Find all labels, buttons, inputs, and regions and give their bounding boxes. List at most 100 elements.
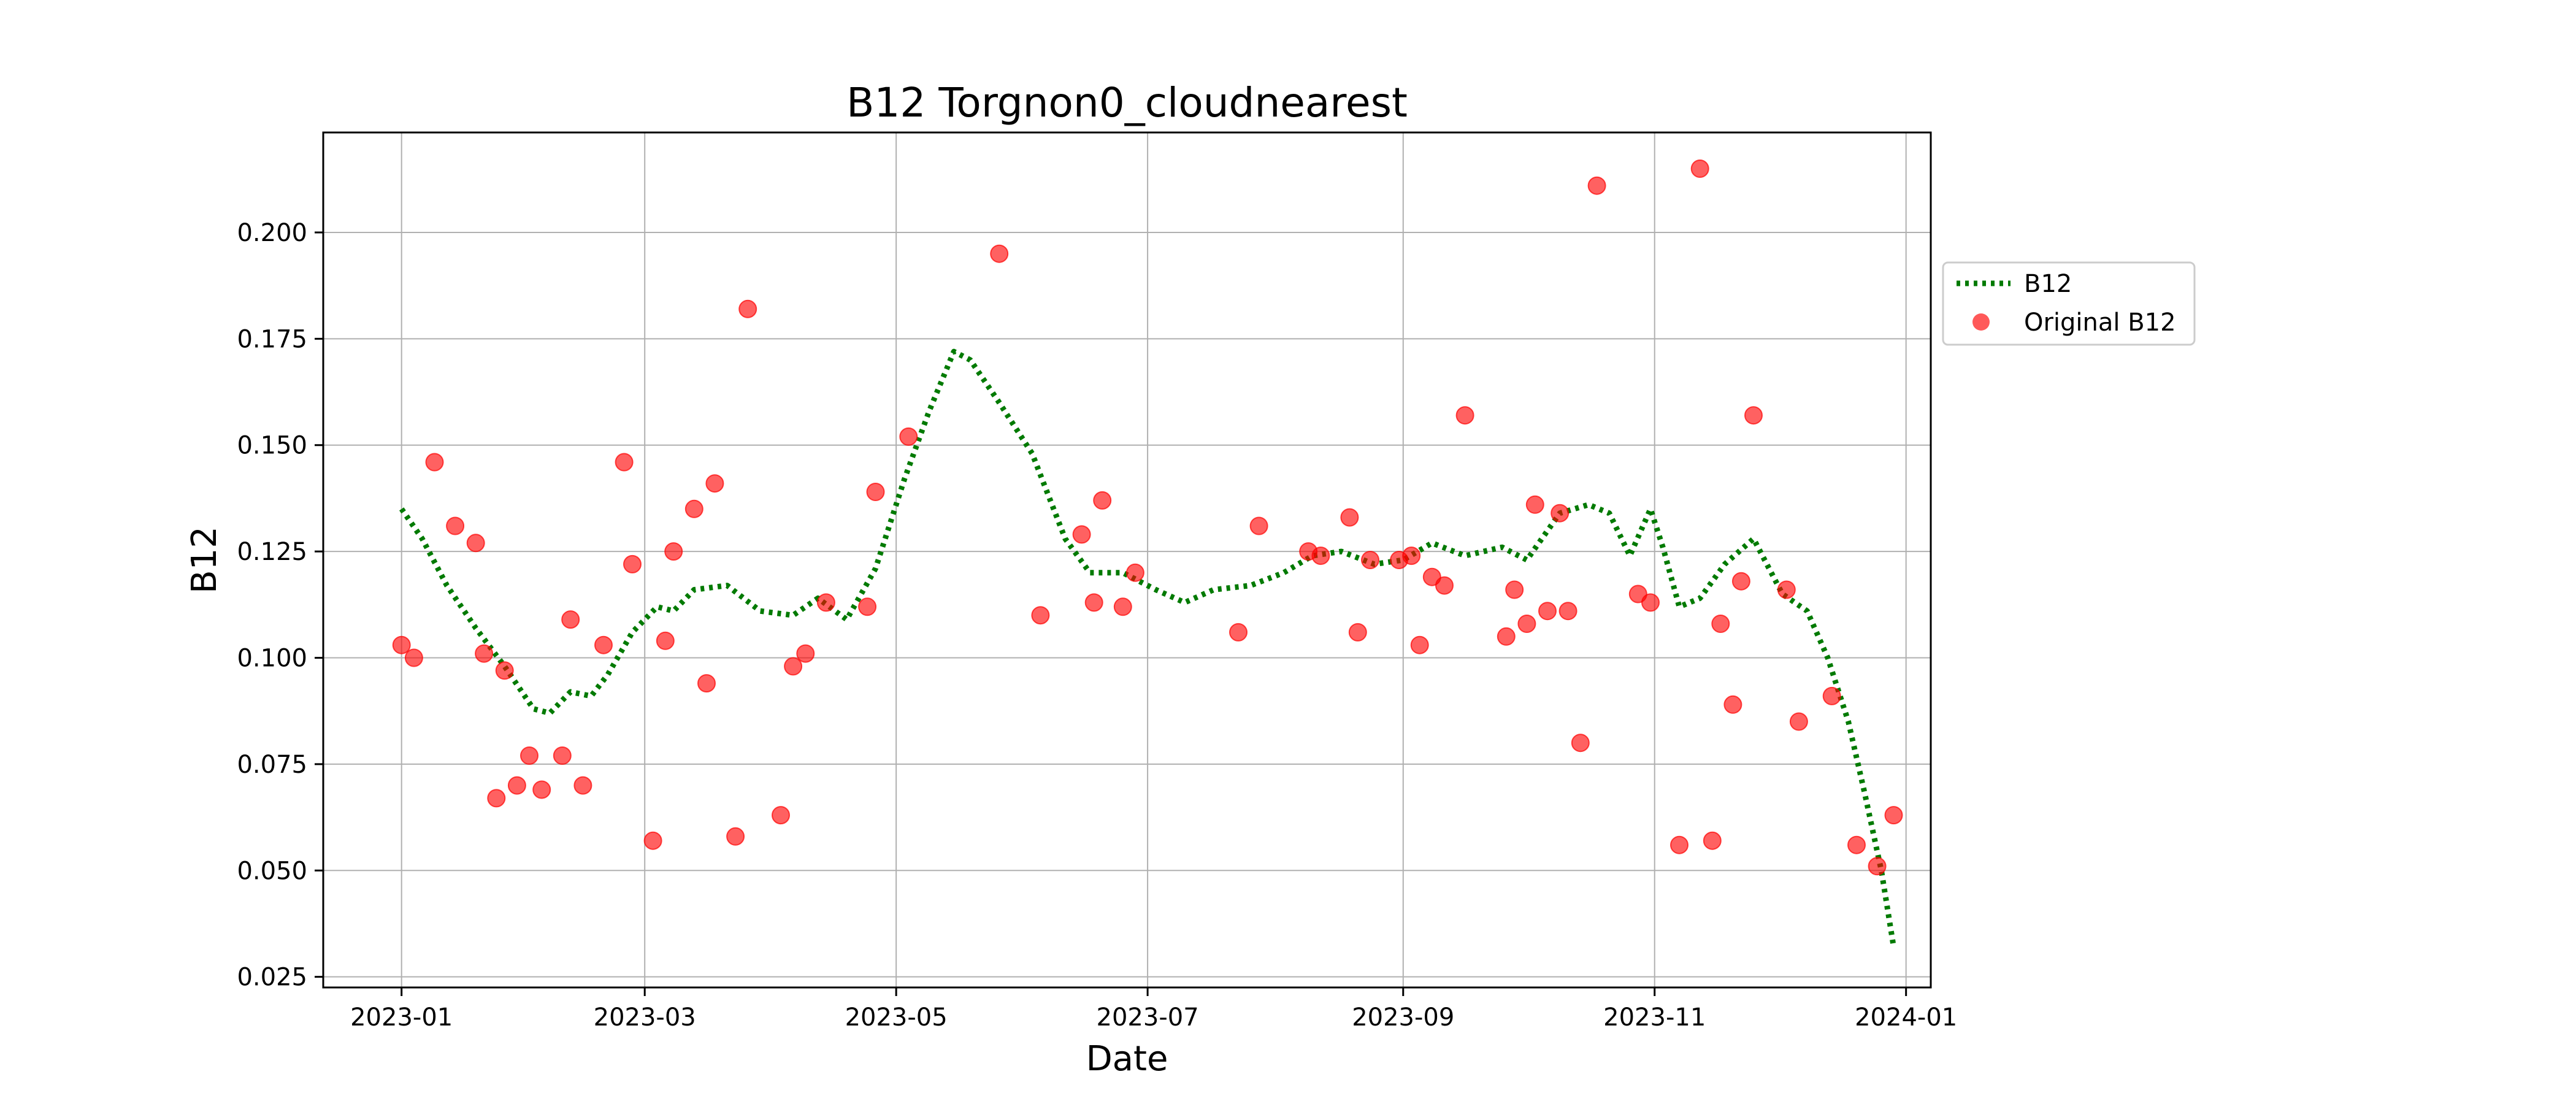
data-point <box>1435 576 1454 595</box>
data-point <box>532 780 551 799</box>
data-point <box>1703 831 1722 850</box>
data-point <box>1551 504 1570 523</box>
x-axis-ticks: 2023-01 2023-03 2023-05 2023-07 2023-09 2023-… <box>350 987 1957 1032</box>
data-point <box>1690 159 1709 178</box>
data-point <box>1868 857 1887 876</box>
y-axis-label: B12 <box>185 526 224 594</box>
data-point <box>1558 602 1577 621</box>
data-point <box>1031 606 1050 625</box>
data-point <box>858 597 877 616</box>
data-point <box>425 453 444 472</box>
data-point <box>404 648 423 667</box>
y-tick-label: 0.200 <box>237 219 307 247</box>
x-tick-label: 2024-01 <box>1855 1003 1957 1032</box>
x-tick-label: 2023-09 <box>1352 1003 1454 1032</box>
data-point <box>1587 176 1606 195</box>
data-point <box>1093 491 1112 510</box>
data-point <box>495 661 514 680</box>
data-point <box>1505 580 1524 599</box>
data-point <box>1847 835 1866 854</box>
data-point <box>1777 580 1796 599</box>
grid <box>323 132 1931 987</box>
data-point <box>561 610 580 629</box>
data-point <box>466 534 485 553</box>
data-point <box>1822 686 1841 705</box>
data-point <box>1113 597 1132 616</box>
data-point <box>1402 546 1421 565</box>
series-original-b12-points <box>392 159 1903 876</box>
data-point <box>866 483 885 501</box>
data-point <box>573 776 592 795</box>
data-point <box>1744 406 1763 425</box>
data-point <box>1517 615 1536 633</box>
data-point <box>1125 563 1144 582</box>
data-point <box>726 827 745 846</box>
x-axis-label: Date <box>1086 1039 1168 1079</box>
data-point <box>1538 602 1557 621</box>
legend-box <box>1942 261 2196 346</box>
data-point <box>1711 615 1730 633</box>
data-point <box>899 427 918 446</box>
data-point <box>1641 593 1660 612</box>
data-point <box>772 806 790 825</box>
data-point <box>990 244 1009 263</box>
data-point <box>507 776 526 795</box>
data-point <box>684 499 703 518</box>
data-point <box>392 635 411 654</box>
data-point <box>1249 516 1268 535</box>
y-tick-label: 0.175 <box>237 325 307 353</box>
data-point <box>705 474 724 493</box>
data-point <box>1497 627 1516 646</box>
data-point <box>784 657 803 676</box>
data-point <box>697 674 716 693</box>
legend-label-original-b12: Original B12 <box>2024 309 2176 337</box>
data-point <box>1670 835 1689 854</box>
data-point <box>1455 406 1474 425</box>
data-point <box>1072 525 1091 544</box>
data-point <box>796 644 815 663</box>
data-point <box>656 631 675 650</box>
data-point <box>1571 734 1590 753</box>
data-point <box>643 831 662 850</box>
data-point <box>1311 546 1330 565</box>
series-line-b12 <box>399 348 1896 948</box>
x-tick-label: 2023-01 <box>350 1003 453 1032</box>
legend: B12 Original B12 <box>1942 261 2196 346</box>
data-point <box>664 542 683 561</box>
data-point <box>1348 623 1367 642</box>
data-point <box>487 789 506 808</box>
data-point <box>520 746 539 765</box>
data-point <box>594 635 613 654</box>
data-point <box>738 299 757 318</box>
data-point <box>553 746 572 765</box>
y-tick-label: 0.025 <box>237 964 307 992</box>
data-point <box>475 644 494 663</box>
data-point <box>615 453 634 472</box>
data-point <box>1723 695 1742 714</box>
x-tick-label: 2023-11 <box>1603 1003 1706 1032</box>
y-axis-ticks: 0.025 0.050 0.075 0.100 0.125 0.150 0.175 0.200 <box>237 219 323 992</box>
series-b12-line-group <box>399 348 1896 948</box>
plot-frame <box>322 131 1932 989</box>
data-point <box>1084 593 1103 612</box>
data-point <box>623 554 642 573</box>
data-point <box>1789 712 1808 731</box>
data-point <box>1410 635 1429 654</box>
x-tick-label: 2023-07 <box>1097 1003 1199 1032</box>
chart-title: B12 Torgnon0_cloudnearest <box>846 79 1408 126</box>
y-tick-label: 0.125 <box>237 538 307 566</box>
data-point <box>446 516 465 535</box>
y-tick-label: 0.100 <box>237 645 307 673</box>
data-point <box>1525 495 1544 514</box>
legend-original-b12-marker <box>1972 313 1990 331</box>
data-point <box>1340 508 1359 527</box>
data-point <box>1884 806 1903 825</box>
y-tick-label: 0.050 <box>237 857 307 885</box>
x-tick-label: 2023-03 <box>594 1003 696 1032</box>
data-point <box>1731 572 1750 591</box>
y-tick-label: 0.150 <box>237 432 307 460</box>
x-tick-label: 2023-05 <box>845 1003 948 1032</box>
data-point <box>1229 623 1248 642</box>
data-point <box>1361 551 1379 569</box>
